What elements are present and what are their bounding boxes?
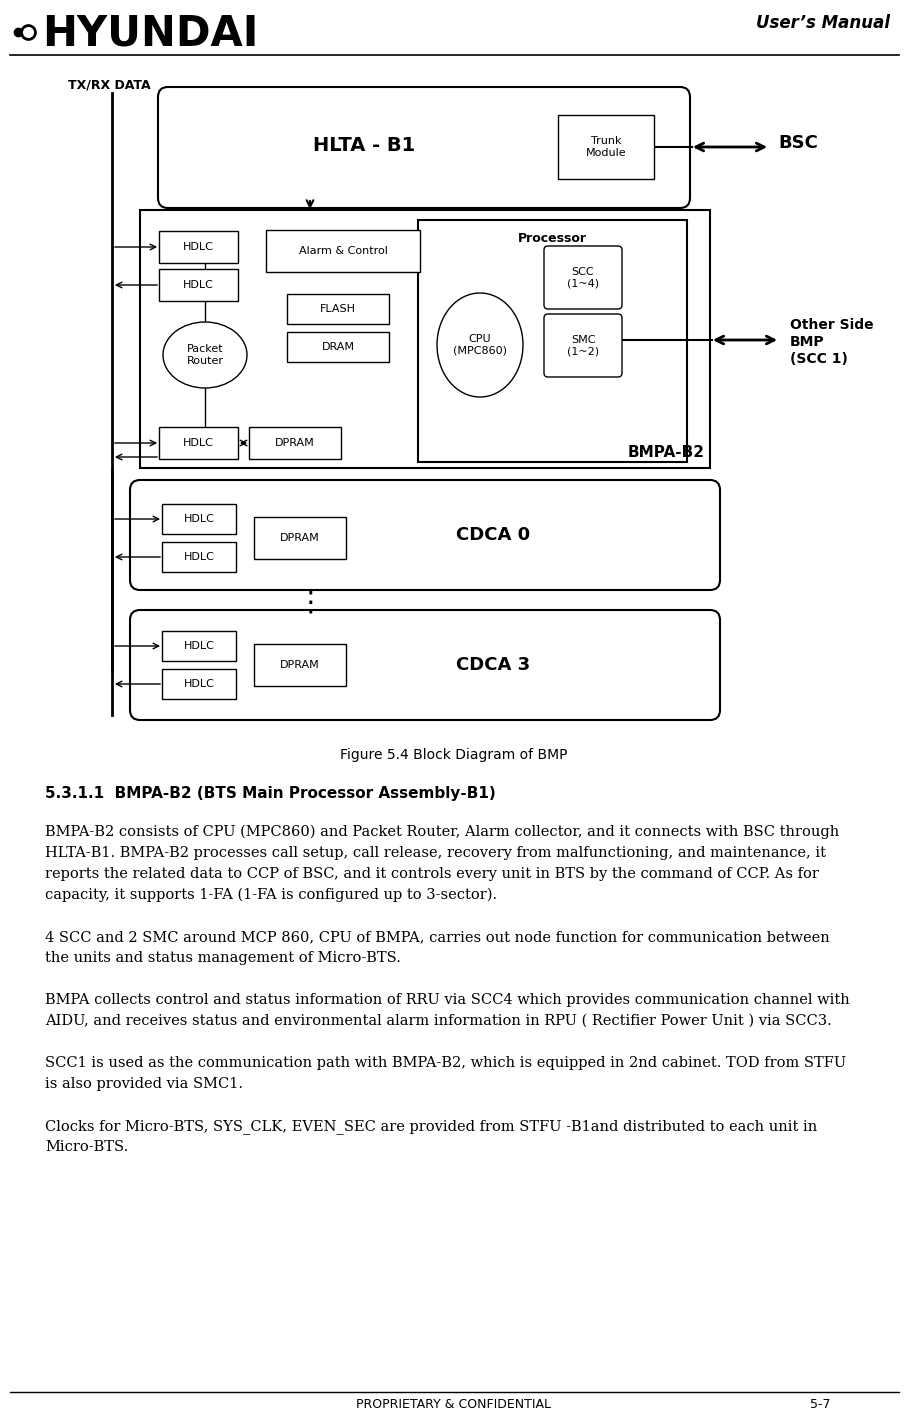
Text: the units and status management of Micro-BTS.: the units and status management of Micro… bbox=[45, 951, 401, 965]
FancyBboxPatch shape bbox=[162, 669, 236, 699]
Text: Packet
Router: Packet Router bbox=[186, 344, 224, 366]
Text: Micro-BTS.: Micro-BTS. bbox=[45, 1140, 128, 1155]
Text: SMC
(1~2): SMC (1~2) bbox=[567, 335, 599, 357]
Text: Alarm & Control: Alarm & Control bbox=[298, 246, 387, 256]
Text: User’s Manual: User’s Manual bbox=[756, 14, 890, 33]
FancyBboxPatch shape bbox=[418, 219, 687, 463]
FancyBboxPatch shape bbox=[140, 209, 710, 468]
Text: HYUNDAI: HYUNDAI bbox=[42, 11, 258, 54]
Text: HDLC: HDLC bbox=[184, 641, 215, 651]
FancyBboxPatch shape bbox=[266, 231, 420, 272]
Text: DRAM: DRAM bbox=[322, 342, 355, 352]
FancyBboxPatch shape bbox=[287, 294, 389, 324]
Text: Processor: Processor bbox=[518, 232, 587, 245]
FancyBboxPatch shape bbox=[159, 231, 238, 263]
Text: DPRAM: DPRAM bbox=[280, 659, 320, 669]
Text: 5.3.1.1  BMPA-B2 (BTS Main Processor Assembly-B1): 5.3.1.1 BMPA-B2 (BTS Main Processor Asse… bbox=[45, 785, 495, 801]
Ellipse shape bbox=[163, 323, 247, 388]
Text: SCC1 is used as the communication path with BMPA-B2, which is equipped in 2nd ca: SCC1 is used as the communication path w… bbox=[45, 1056, 846, 1070]
Text: CDCA 3: CDCA 3 bbox=[456, 657, 531, 674]
Text: 5-7: 5-7 bbox=[810, 1398, 830, 1411]
FancyBboxPatch shape bbox=[254, 516, 346, 559]
Text: HDLC: HDLC bbox=[184, 679, 215, 689]
FancyBboxPatch shape bbox=[130, 610, 720, 720]
Text: HDLC: HDLC bbox=[183, 439, 214, 449]
Text: HLTA - B1: HLTA - B1 bbox=[313, 136, 415, 156]
Text: 4 SCC and 2 SMC around MCP 860, CPU of BMPA, carries out node function for commu: 4 SCC and 2 SMC around MCP 860, CPU of B… bbox=[45, 930, 830, 944]
FancyBboxPatch shape bbox=[162, 504, 236, 533]
Text: BMPA collects control and status information of RRU via SCC4 which provides comm: BMPA collects control and status informa… bbox=[45, 993, 850, 1007]
FancyBboxPatch shape bbox=[159, 427, 238, 458]
Text: CPU
(MPC860): CPU (MPC860) bbox=[453, 334, 507, 355]
Text: Clocks for Micro-BTS, SYS_CLK, EVEN_SEC are provided from STFU -B1and distribute: Clocks for Micro-BTS, SYS_CLK, EVEN_SEC … bbox=[45, 1119, 817, 1133]
Text: Figure 5.4 Block Diagram of BMP: Figure 5.4 Block Diagram of BMP bbox=[340, 749, 568, 763]
FancyBboxPatch shape bbox=[158, 86, 690, 208]
Text: TX/RX DATA: TX/RX DATA bbox=[68, 78, 151, 91]
Text: HDLC: HDLC bbox=[183, 280, 214, 290]
FancyBboxPatch shape bbox=[159, 269, 238, 301]
Text: HDLC: HDLC bbox=[183, 242, 214, 252]
Text: AIDU, and receives status and environmental alarm information in RPU ( Rectifier: AIDU, and receives status and environmen… bbox=[45, 1015, 832, 1029]
FancyBboxPatch shape bbox=[162, 542, 236, 572]
FancyBboxPatch shape bbox=[544, 314, 622, 376]
Text: FLASH: FLASH bbox=[320, 304, 356, 314]
FancyBboxPatch shape bbox=[254, 644, 346, 686]
Text: HLTA-B1. BMPA-B2 processes call setup, call release, recovery from malfunctionin: HLTA-B1. BMPA-B2 processes call setup, c… bbox=[45, 846, 826, 860]
FancyBboxPatch shape bbox=[162, 631, 236, 661]
Text: capacity, it supports 1-FA (1-FA is configured up to 3-sector).: capacity, it supports 1-FA (1-FA is conf… bbox=[45, 889, 497, 903]
Text: is also provided via SMC1.: is also provided via SMC1. bbox=[45, 1077, 243, 1091]
Text: DPRAM: DPRAM bbox=[275, 439, 315, 449]
Text: BMP: BMP bbox=[790, 335, 824, 350]
Text: SCC
(1~4): SCC (1~4) bbox=[567, 266, 599, 289]
Ellipse shape bbox=[437, 293, 523, 398]
Text: HDLC: HDLC bbox=[184, 514, 215, 524]
Text: (SCC 1): (SCC 1) bbox=[790, 352, 848, 366]
Text: HDLC: HDLC bbox=[184, 552, 215, 562]
Text: BMPA-B2 consists of CPU (MPC860) and Packet Router, Alarm collector, and it conn: BMPA-B2 consists of CPU (MPC860) and Pac… bbox=[45, 825, 839, 839]
Text: reports the related data to CCP of BSC, and it controls every unit in BTS by the: reports the related data to CCP of BSC, … bbox=[45, 867, 819, 882]
FancyBboxPatch shape bbox=[558, 115, 654, 180]
Text: ⋮: ⋮ bbox=[296, 589, 324, 617]
FancyBboxPatch shape bbox=[287, 333, 389, 362]
Text: BSC: BSC bbox=[778, 134, 818, 151]
Text: BMPA-B2: BMPA-B2 bbox=[628, 444, 705, 460]
FancyBboxPatch shape bbox=[249, 427, 341, 458]
Text: DPRAM: DPRAM bbox=[280, 533, 320, 543]
FancyBboxPatch shape bbox=[544, 246, 622, 308]
Text: CDCA 0: CDCA 0 bbox=[456, 526, 531, 543]
Text: Other Side: Other Side bbox=[790, 318, 874, 333]
Text: Trunk
Module: Trunk Module bbox=[585, 136, 626, 158]
FancyBboxPatch shape bbox=[130, 480, 720, 590]
Text: PROPRIETARY & CONFIDENTIAL: PROPRIETARY & CONFIDENTIAL bbox=[356, 1398, 552, 1411]
